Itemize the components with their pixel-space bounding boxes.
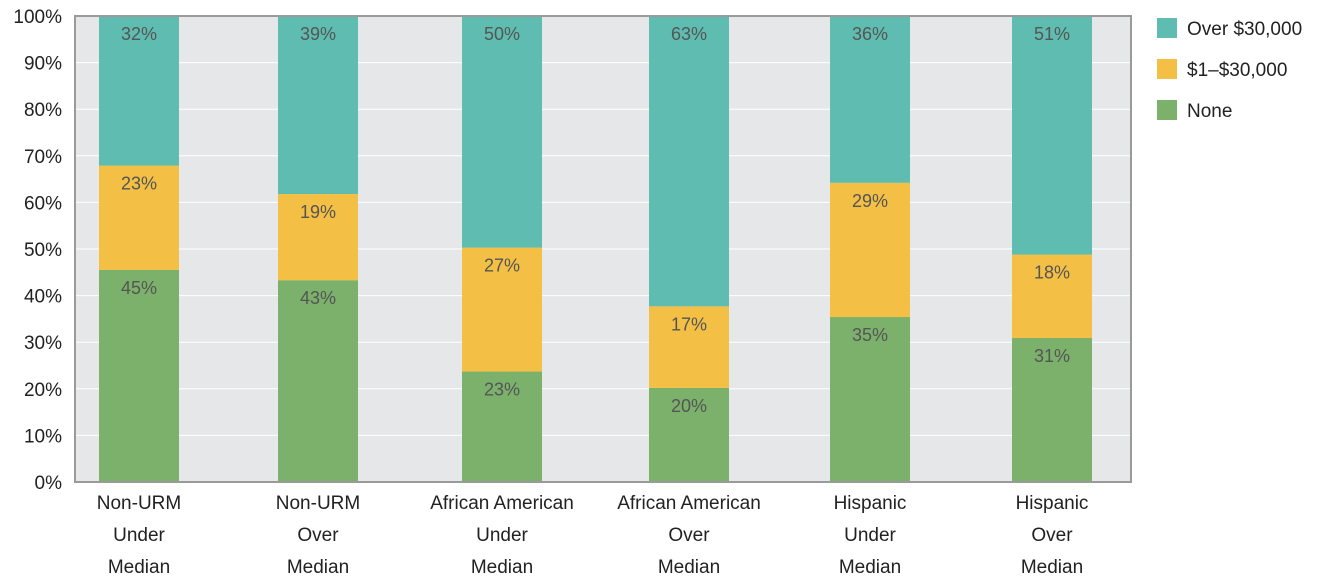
legend-swatch bbox=[1157, 59, 1177, 79]
bar-segment bbox=[99, 165, 179, 270]
data-label: 31% bbox=[1034, 346, 1070, 366]
x-tick-label: Hispanic bbox=[834, 493, 907, 514]
data-label: 45% bbox=[121, 278, 157, 298]
data-label: 35% bbox=[852, 325, 888, 345]
x-tick-label: Under bbox=[476, 525, 528, 546]
x-tick-label: Median bbox=[839, 557, 901, 578]
y-tick-label: 10% bbox=[24, 426, 62, 447]
x-tick-label: Median bbox=[471, 557, 533, 578]
y-tick-label: 40% bbox=[24, 287, 62, 308]
bar-segment bbox=[649, 16, 729, 307]
bar-segment bbox=[1012, 16, 1092, 255]
legend-label: $1–$30,000 bbox=[1187, 60, 1287, 81]
bar-segment bbox=[462, 371, 542, 482]
data-label: 36% bbox=[852, 24, 888, 44]
data-label: 29% bbox=[852, 191, 888, 211]
bar-segment bbox=[649, 387, 729, 482]
data-label: 63% bbox=[671, 24, 707, 44]
data-label: 23% bbox=[484, 380, 520, 400]
x-tick-label: Median bbox=[1021, 557, 1083, 578]
y-tick-label: 0% bbox=[35, 473, 63, 494]
x-tick-label: African American bbox=[430, 493, 574, 514]
x-tick-label: African American bbox=[617, 493, 761, 514]
x-tick-label: Over bbox=[297, 525, 339, 546]
data-label: 32% bbox=[121, 24, 157, 44]
y-tick-label: 70% bbox=[24, 147, 62, 168]
x-tick-label: Over bbox=[1031, 525, 1073, 546]
y-tick-label: 60% bbox=[24, 193, 62, 214]
x-tick-label: Under bbox=[113, 525, 165, 546]
x-tick-label: Non-URM bbox=[97, 493, 181, 514]
bar-segment bbox=[649, 306, 729, 388]
x-tick-label: Non-URM bbox=[276, 493, 360, 514]
bar-segment bbox=[1012, 338, 1092, 482]
data-label: 19% bbox=[300, 202, 336, 222]
legend-label: Over $30,000 bbox=[1187, 19, 1302, 40]
legend-swatch bbox=[1157, 18, 1177, 38]
y-tick-label: 80% bbox=[24, 100, 62, 121]
bar-segment bbox=[1012, 254, 1092, 339]
y-tick-label: 50% bbox=[24, 240, 62, 261]
bar-segment bbox=[99, 269, 179, 482]
data-label: 17% bbox=[671, 314, 707, 334]
bar-segment bbox=[462, 247, 542, 372]
bar-segment bbox=[830, 16, 910, 183]
x-tick-label: Over bbox=[668, 525, 710, 546]
bar-segment bbox=[462, 16, 542, 248]
data-label: 20% bbox=[671, 396, 707, 416]
data-label: 51% bbox=[1034, 24, 1070, 44]
bar-segment bbox=[830, 317, 910, 482]
bar-segment bbox=[278, 280, 358, 482]
y-tick-label: 20% bbox=[24, 380, 62, 401]
plot-border bbox=[74, 15, 1132, 483]
y-tick-label: 30% bbox=[24, 333, 62, 354]
data-label: 43% bbox=[300, 288, 336, 308]
x-tick-label: Under bbox=[844, 525, 896, 546]
data-label: 39% bbox=[300, 24, 336, 44]
bar-segment bbox=[99, 16, 179, 166]
y-tick-label: 90% bbox=[24, 54, 62, 75]
data-label: 18% bbox=[1034, 263, 1070, 283]
bar-segment bbox=[830, 182, 910, 318]
legend-swatch bbox=[1157, 100, 1177, 120]
data-label: 50% bbox=[484, 24, 520, 44]
y-tick-label: 100% bbox=[13, 7, 62, 28]
data-label: 27% bbox=[484, 256, 520, 276]
x-tick-label: Hispanic bbox=[1016, 493, 1089, 514]
x-tick-label: Median bbox=[287, 557, 349, 578]
bar-segment bbox=[278, 194, 358, 281]
bar-segment bbox=[278, 16, 358, 195]
data-label: 23% bbox=[121, 174, 157, 194]
legend-label: None bbox=[1187, 101, 1232, 122]
x-tick-label: Median bbox=[658, 557, 720, 578]
x-tick-label: Median bbox=[108, 557, 170, 578]
